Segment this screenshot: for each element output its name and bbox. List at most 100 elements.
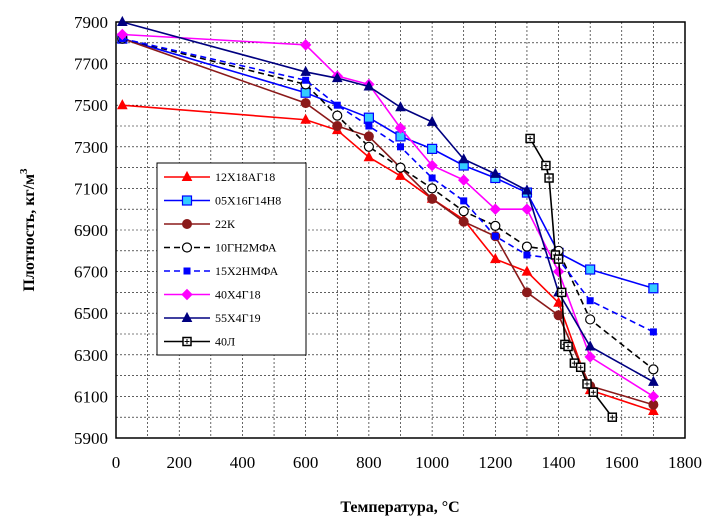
data-point [182, 336, 192, 347]
y-tick-label: 6100 [74, 387, 108, 406]
data-point [183, 267, 191, 275]
data-point [427, 143, 438, 154]
data-point [300, 113, 311, 124]
plot-frame [115, 21, 686, 439]
legend: 12Х18АГ18 05Х16Г14Н8 22К 10ГН2МФА 15Х2НМФА 40… [156, 162, 307, 356]
data-point [460, 197, 468, 205]
data-point [521, 241, 533, 252]
y-tick-label: 6900 [74, 221, 108, 240]
data-point [363, 151, 375, 162]
x-tick-label: 0 [112, 453, 121, 472]
data-point [490, 167, 501, 178]
y-tick-label: 5900 [74, 429, 108, 448]
legend-label: 12Х18АГ18 [215, 170, 275, 184]
x-tick-label: 1200 [478, 453, 512, 472]
data-point [395, 162, 406, 173]
data-point [181, 242, 193, 253]
x-tick-label: 600 [293, 453, 319, 472]
series-line [122, 37, 654, 333]
legend-item: 40Х4Г18 [164, 288, 261, 302]
data-point [116, 28, 129, 41]
data-point [553, 254, 564, 264]
data-point [553, 296, 564, 307]
legend-label: 40Л [215, 335, 235, 349]
y-axis-title: Плотность, кг/м3 [18, 168, 38, 292]
x-tick-label: 1000 [415, 453, 449, 472]
series-line [122, 33, 654, 398]
data-point [300, 87, 311, 98]
legend-item: 10ГН2МФА [164, 241, 277, 255]
legend-label: 10ГН2МФА [215, 241, 277, 255]
legend-item: 40Л [164, 335, 235, 349]
data-point [648, 364, 659, 375]
y-axis-title-main: Плотность, кг/м [21, 174, 38, 292]
data-point [363, 80, 375, 91]
series-line [122, 37, 654, 370]
grid [115, 21, 686, 439]
data-point [116, 99, 128, 110]
data-point [525, 133, 535, 144]
data-point [394, 122, 407, 134]
y-tick-label: 7500 [74, 96, 108, 115]
data-point [585, 314, 596, 325]
x-tick-label: 200 [166, 453, 192, 472]
data-point [458, 206, 469, 217]
data-point [490, 220, 501, 231]
data-point [490, 253, 501, 264]
legend-item: 55Х4Г19 [164, 311, 261, 325]
data-point [426, 159, 438, 172]
data-point [332, 110, 343, 121]
x-axis-title: Температура, °С [340, 499, 459, 516]
legend-label: 05Х16Г14Н8 [215, 194, 281, 208]
y-axis-ticks: 5900 6100 6300 6500 6700 6900 7100 7300 7500 7700… [74, 13, 108, 448]
data-point [588, 387, 599, 397]
data-point [647, 390, 660, 403]
legend-item: 15Х2НМФА [164, 264, 279, 278]
series-line [122, 21, 654, 383]
series [116, 28, 660, 403]
data-point [300, 65, 311, 76]
data-point [491, 232, 499, 240]
data-point [521, 265, 533, 276]
data-point [458, 153, 470, 164]
data-point [333, 101, 341, 109]
data-point [584, 340, 596, 351]
data-point [181, 195, 193, 206]
data-point [426, 115, 438, 126]
legend-item: 22К [164, 217, 236, 231]
data-point [648, 404, 659, 415]
x-tick-label: 1600 [605, 453, 639, 472]
legend-label: 15Х2НМФА [215, 264, 279, 278]
data-point [331, 72, 343, 83]
data-point [363, 112, 374, 123]
data-point [489, 203, 502, 215]
x-tick-label: 800 [356, 453, 382, 472]
x-tick-label: 1800 [668, 453, 702, 472]
data-point [181, 311, 193, 322]
data-point [458, 174, 470, 186]
data-point [556, 287, 567, 298]
data-point [395, 101, 406, 112]
legend-item: 05Х16Г14Н8 [164, 194, 281, 208]
data-point [553, 310, 564, 321]
y-axis-title-superscript: 3 [18, 168, 30, 174]
data-point [521, 203, 533, 215]
data-point [523, 251, 531, 259]
data-point [395, 169, 406, 180]
data-point [607, 412, 618, 422]
data-point [563, 341, 573, 352]
data-point [586, 297, 594, 305]
data-point [541, 160, 551, 171]
data-point [584, 351, 596, 363]
y-tick-label: 7700 [74, 55, 108, 74]
data-point [427, 193, 438, 204]
y-tick-label: 6700 [74, 263, 108, 282]
data-point [300, 98, 311, 109]
x-tick-label: 1400 [542, 453, 576, 472]
legend-label: 55Х4Г19 [215, 311, 261, 325]
data-point [648, 283, 659, 294]
legend-box [156, 162, 307, 356]
data-point [458, 216, 469, 227]
x-axis-ticks: 0 200 400 600 800 1000 1200 1400 1600 1800 [112, 453, 702, 472]
